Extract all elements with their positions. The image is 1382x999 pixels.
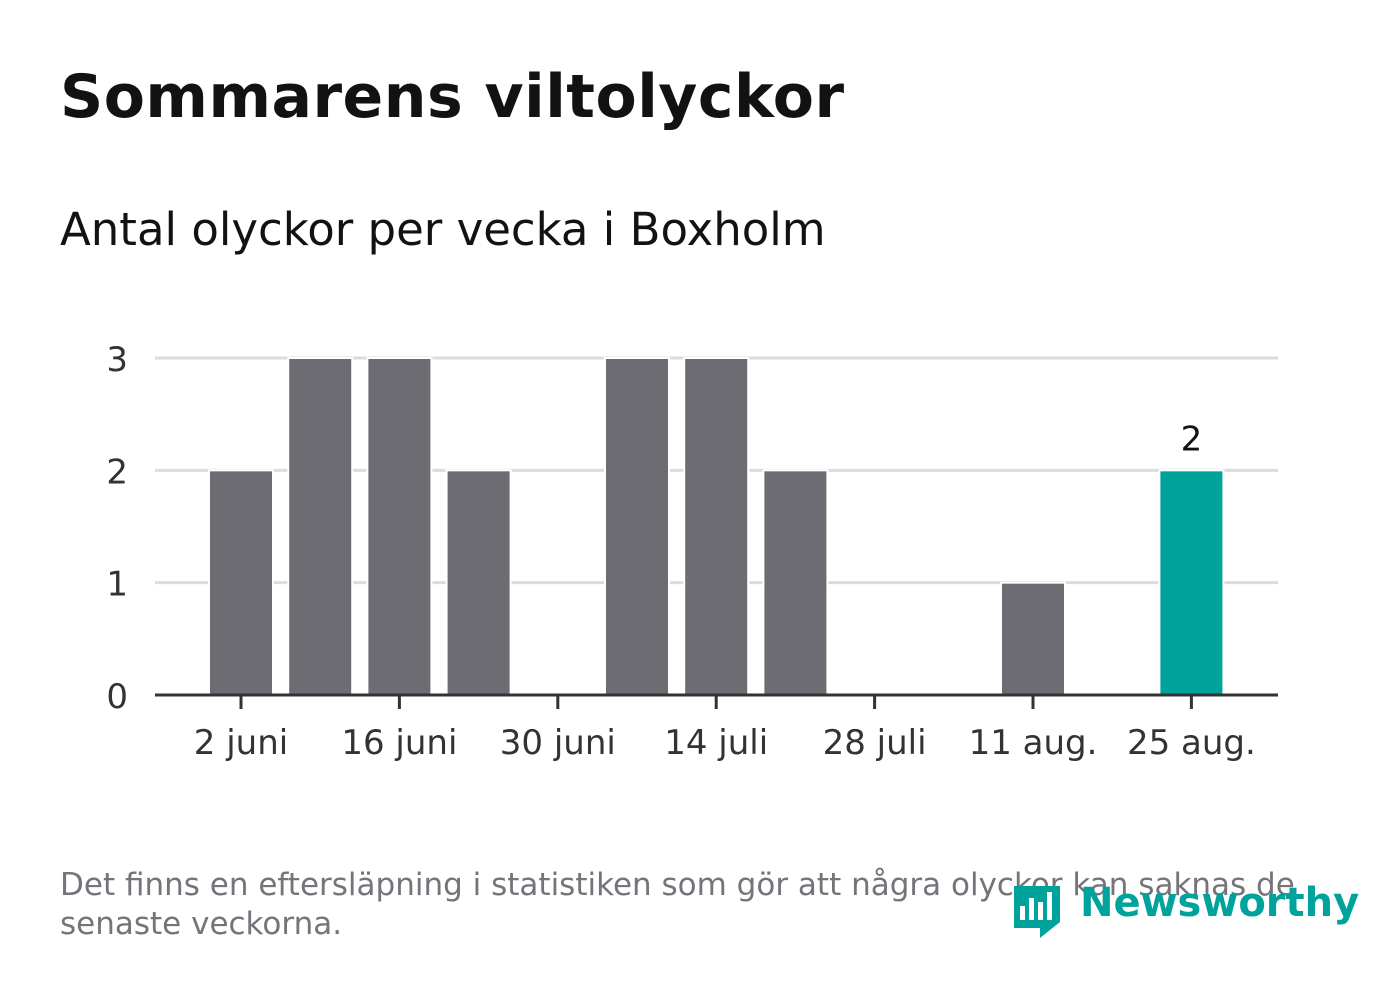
y-tick-label: 3 xyxy=(106,340,128,380)
data-label: 2 xyxy=(1181,419,1203,459)
newsworthy-logo-text: Newsworthy xyxy=(1080,880,1360,926)
x-tick-label: 11 aug. xyxy=(969,723,1098,763)
bar xyxy=(1000,581,1066,697)
chart-subtitle: Antal olyckor per vecka i Boxholm xyxy=(60,203,826,256)
bar xyxy=(445,469,512,697)
x-tick-label: 30 juni xyxy=(500,723,616,763)
x-tick-label: 25 aug. xyxy=(1127,723,1256,763)
x-tick-label: 28 juli xyxy=(823,723,927,763)
newsworthy-logo: Newsworthy xyxy=(1010,878,1359,948)
x-tick-label: 2 juni xyxy=(194,723,288,763)
x-tick-label: 14 juli xyxy=(664,723,768,763)
bar xyxy=(604,357,670,696)
chart-title: Sommarens viltolyckor xyxy=(60,62,845,132)
bar xyxy=(683,357,750,696)
bar xyxy=(762,469,829,697)
bar xyxy=(208,469,274,697)
y-tick-label: 2 xyxy=(106,452,128,492)
bar xyxy=(287,357,354,696)
y-tick-label: 0 xyxy=(106,677,128,717)
x-tick-label: 16 juni xyxy=(341,723,457,763)
newsworthy-logo-icon xyxy=(1014,886,1060,938)
y-tick-label: 1 xyxy=(106,565,128,605)
footnote: Det finns en eftersläpning i statistiken… xyxy=(60,867,1295,942)
bar-highlight xyxy=(1158,469,1225,697)
bar xyxy=(366,357,433,696)
